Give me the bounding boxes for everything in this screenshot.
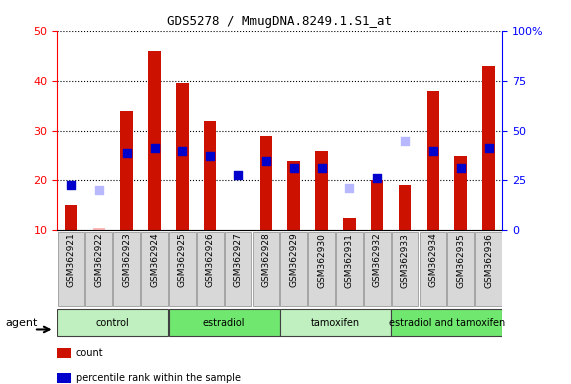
Bar <box>455 156 467 230</box>
Bar <box>224 232 251 306</box>
Bar <box>280 309 391 336</box>
Bar <box>315 151 328 230</box>
Text: GSM362921: GSM362921 <box>66 233 75 288</box>
Bar <box>447 232 474 306</box>
Point <box>373 175 382 181</box>
Point <box>94 187 103 194</box>
Bar <box>113 232 140 306</box>
Point <box>345 185 354 191</box>
Bar <box>58 232 85 306</box>
Bar <box>343 218 356 230</box>
Bar <box>475 232 502 306</box>
Text: GSM362934: GSM362934 <box>428 233 437 288</box>
Text: count: count <box>76 348 103 358</box>
Bar <box>260 136 272 230</box>
Text: GSM362928: GSM362928 <box>262 233 271 288</box>
Bar <box>336 232 363 306</box>
Bar <box>308 232 335 306</box>
Bar <box>392 232 419 306</box>
Text: GSM362923: GSM362923 <box>122 233 131 288</box>
Bar <box>148 51 161 230</box>
Bar <box>391 309 502 336</box>
Point <box>317 165 326 171</box>
Bar <box>120 111 133 230</box>
Bar <box>482 66 495 230</box>
Point <box>122 150 131 156</box>
Bar <box>176 83 188 230</box>
Bar <box>371 180 384 230</box>
Text: GSM362932: GSM362932 <box>373 233 382 288</box>
Text: GSM362922: GSM362922 <box>94 233 103 287</box>
Bar <box>399 185 411 230</box>
Bar <box>168 309 280 336</box>
Text: GSM362931: GSM362931 <box>345 233 354 288</box>
Point <box>484 145 493 151</box>
Text: percentile rank within the sample: percentile rank within the sample <box>76 373 241 383</box>
Bar <box>252 232 279 306</box>
Text: GSM362935: GSM362935 <box>456 233 465 288</box>
Bar <box>197 232 224 306</box>
Bar <box>169 232 196 306</box>
Bar <box>57 309 168 336</box>
Text: GSM362926: GSM362926 <box>206 233 215 288</box>
Point <box>66 182 75 189</box>
Text: agent: agent <box>6 318 38 328</box>
Text: GSM362924: GSM362924 <box>150 233 159 287</box>
Point <box>262 157 271 164</box>
Point <box>234 172 243 179</box>
Bar <box>427 91 439 230</box>
Text: GSM362929: GSM362929 <box>289 233 298 288</box>
Title: GDS5278 / MmugDNA.8249.1.S1_at: GDS5278 / MmugDNA.8249.1.S1_at <box>167 15 392 28</box>
Bar <box>364 232 391 306</box>
Text: GSM362930: GSM362930 <box>317 233 326 288</box>
Point <box>428 147 437 154</box>
Bar <box>93 228 105 230</box>
Bar <box>287 161 300 230</box>
Text: GSM362933: GSM362933 <box>400 233 409 288</box>
Point <box>206 152 215 159</box>
Bar <box>65 205 77 230</box>
Bar <box>86 232 112 306</box>
Point <box>456 165 465 171</box>
Point <box>150 145 159 151</box>
Bar <box>204 121 216 230</box>
Text: control: control <box>96 318 130 328</box>
Text: GSM362936: GSM362936 <box>484 233 493 288</box>
Text: tamoxifen: tamoxifen <box>311 318 360 328</box>
Bar <box>141 232 168 306</box>
Text: GSM362927: GSM362927 <box>234 233 243 288</box>
Text: estradiol: estradiol <box>203 318 246 328</box>
Point <box>400 137 409 144</box>
Point <box>289 165 298 171</box>
Bar <box>420 232 447 306</box>
Point <box>178 147 187 154</box>
Text: GSM362925: GSM362925 <box>178 233 187 288</box>
Bar <box>280 232 307 306</box>
Text: estradiol and tamoxifen: estradiol and tamoxifen <box>389 318 505 328</box>
